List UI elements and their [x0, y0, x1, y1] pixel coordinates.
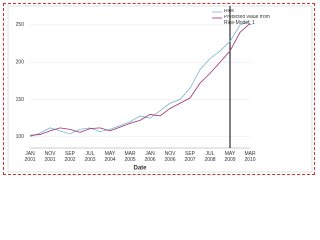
- x-tick-label: NOV 2006: [164, 151, 176, 163]
- x-tick-label: MAY 2004: [104, 151, 116, 163]
- x-tick-label: MAY 2009: [224, 151, 236, 163]
- x-tick-label: MAR 2005: [124, 151, 136, 163]
- x-tick-label: JUL 2003: [84, 151, 96, 163]
- x-tick-label: NOV 2001: [44, 151, 56, 163]
- legend-label: Rice: [224, 9, 235, 14]
- x-tick-label: JAN 2001: [24, 151, 36, 163]
- chart-border: [7, 5, 313, 173]
- y-tick-label: 100: [16, 134, 25, 140]
- x-tick-label: SEP 2002: [64, 151, 76, 163]
- y-tick-label: 250: [16, 22, 25, 28]
- x-tick-label: SEP 2007: [184, 151, 196, 163]
- x-tick-label: MAR 2010: [244, 151, 256, 163]
- legend-entry: Rice: [224, 9, 235, 14]
- x-axis-label: Date: [133, 166, 147, 172]
- x-tick-label: JUL 2008: [204, 151, 216, 163]
- x-tick-label: JAN 2006: [144, 151, 156, 163]
- page: Date 100 150 200 250 Rice Predicted value fro…: [3, 3, 315, 175]
- line-series: [29, 23, 251, 136]
- legend-entry: Predicted value from Rice-Model_1: [224, 15, 270, 26]
- line-series: [29, 20, 251, 138]
- y-tick-label: 200: [16, 60, 25, 66]
- frame: [3, 3, 315, 175]
- legend-label: Predicted value from Rice-Model_1: [224, 15, 270, 26]
- y-tick-label: 150: [16, 97, 25, 103]
